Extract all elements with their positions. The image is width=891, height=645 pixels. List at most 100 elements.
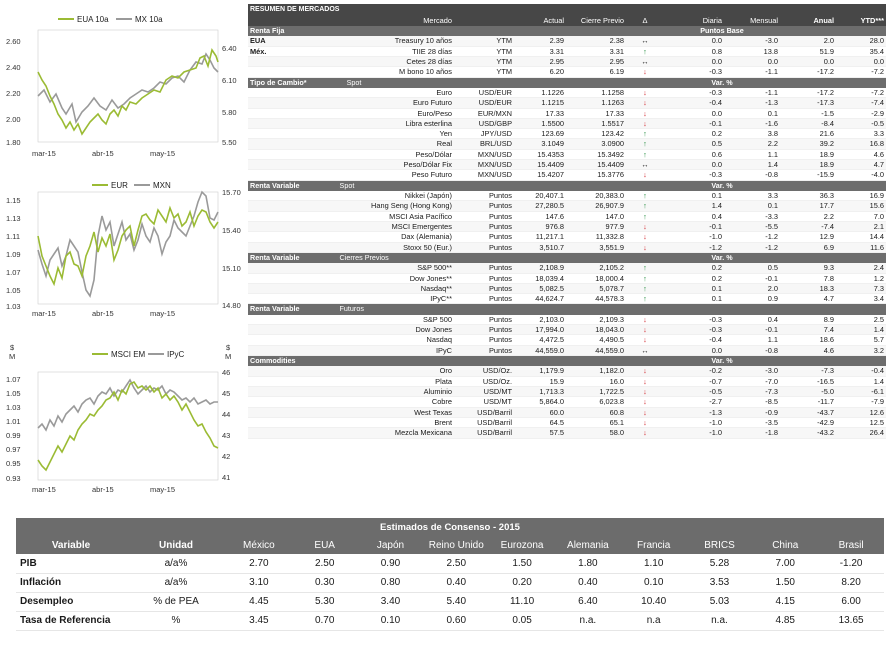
row-market: Peso/Dólar Fix bbox=[278, 159, 454, 171]
row-diaria: -1.0 bbox=[664, 231, 724, 243]
row-mensual: -7.0 bbox=[724, 376, 780, 388]
table-row: S&P 500** Puntos 2,108.9 2,105.2 ↑ 0.2 0.5 9.3 2… bbox=[248, 263, 887, 274]
row-delta: ↓ bbox=[626, 242, 664, 253]
series-mxn-line bbox=[37, 190, 219, 298]
row-previo: 15.3776 bbox=[566, 169, 626, 181]
table-row: Peso/Dólar MXN/USD 15.4353 15.3492 ↑ 0.6 1.1 18… bbox=[248, 149, 887, 161]
consensus-value: 4.45 bbox=[226, 592, 292, 612]
row-previo: 4,490.5 bbox=[566, 334, 626, 346]
row-unit: USD/MT bbox=[454, 386, 514, 398]
row-region bbox=[248, 366, 278, 377]
x-tick: abr-15 bbox=[92, 149, 114, 158]
row-market: Brent bbox=[278, 417, 454, 429]
section-title: Commodities bbox=[248, 355, 514, 367]
row-market: Stoxx 50 (Eur.) bbox=[278, 242, 454, 253]
y-tick-left: 1.15 bbox=[6, 196, 21, 205]
row-anual: -16.5 bbox=[780, 376, 836, 388]
table-row: Peso/Dólar Fix MXN/USD 15.4409 15.4409 ↔ 0.0 1… bbox=[248, 159, 887, 171]
row-actual: 3,510.7 bbox=[514, 242, 566, 253]
consensus-value: 6.00 bbox=[818, 592, 884, 612]
row-delta: ↔ bbox=[626, 345, 664, 357]
col-diaria: Diaria bbox=[664, 15, 724, 26]
row-diaria: 0.6 bbox=[664, 149, 724, 161]
row-region bbox=[248, 88, 278, 99]
row-diaria: -0.3 bbox=[664, 314, 724, 326]
row-market: Aluminio bbox=[278, 386, 454, 398]
row-actual: 2,103.0 bbox=[514, 314, 566, 326]
row-market: Euro bbox=[278, 88, 454, 99]
table-row: IPyC** Puntos 44,624.7 44,578.3 ↑ 0.1 0.9 4.7 3.… bbox=[248, 293, 887, 305]
row-mensual: 1.1 bbox=[724, 334, 780, 346]
row-ytd: 2.1 bbox=[836, 221, 887, 233]
consensus-col-header: Eurozona bbox=[489, 536, 555, 554]
row-anual: 6.9 bbox=[780, 242, 836, 253]
y-tick-right: 43 bbox=[222, 431, 230, 440]
row-mensual: -1.2 bbox=[724, 242, 780, 253]
section-title: Renta Variable Cierres Previos bbox=[248, 252, 514, 264]
consensus-col-header: Unidad bbox=[126, 536, 226, 554]
table-row: IPyC Puntos 44,559.0 44,559.0 ↔ 0.0 -0.8 4.6 3.2 bbox=[248, 345, 887, 357]
row-delta: ↓ bbox=[626, 88, 664, 99]
row-previo: 5,078.7 bbox=[566, 283, 626, 295]
row-unit: USD/GBP bbox=[454, 118, 514, 130]
consensus-variable: Inflación bbox=[16, 573, 126, 593]
y-tick-right: 41 bbox=[222, 473, 230, 482]
row-actual: 60.0 bbox=[514, 407, 566, 418]
table-row: Nasdaq** Puntos 5,082.5 5,078.7 ↑ 0.1 2.0 18.3 7… bbox=[248, 283, 887, 295]
consensus-value: 0.30 bbox=[291, 573, 358, 593]
row-region bbox=[248, 159, 278, 171]
row-previo: 15.4409 bbox=[566, 159, 626, 171]
consensus-title: Estimados de Consenso - 2015 bbox=[16, 518, 884, 536]
row-actual: 64.5 bbox=[514, 417, 566, 429]
section-header: Renta Variable Futuros bbox=[248, 303, 887, 315]
row-market: Nikkei (Japón) bbox=[278, 191, 454, 202]
right-unit-label: $ bbox=[226, 343, 231, 352]
x-tick: abr-15 bbox=[92, 309, 114, 318]
consensus-value: n.a bbox=[620, 611, 687, 631]
row-delta: ↓ bbox=[626, 314, 664, 326]
row-previo: 1.5517 bbox=[566, 118, 626, 130]
row-mensual: 3.3 bbox=[724, 191, 780, 202]
table-row: Cobre USD/MT 5,864.0 6,023.8 ↓ -2.7 -8.5 -11.7-… bbox=[248, 396, 887, 408]
market-table-title-row: RESUMEN DE MERCADOS bbox=[248, 4, 887, 15]
y-tick-right: 14.80 bbox=[222, 301, 241, 310]
consensus-col-header: México bbox=[226, 536, 292, 554]
row-previo: 147.0 bbox=[566, 211, 626, 222]
col-delta: Δ bbox=[626, 15, 664, 26]
consensus-value: 2.50 bbox=[423, 554, 490, 574]
plot-area bbox=[37, 371, 219, 481]
row-mensual: -0.8 bbox=[724, 345, 780, 357]
row-mensual: 0.5 bbox=[724, 263, 780, 274]
row-ytd: 35.4 bbox=[836, 46, 887, 58]
y-tick-left: 1.05 bbox=[6, 389, 21, 398]
consensus-value: 3.40 bbox=[357, 592, 424, 612]
consensus-value: 4.15 bbox=[752, 592, 819, 612]
row-market: S&P 500** bbox=[278, 263, 454, 274]
consensus-value: 0.40 bbox=[423, 573, 490, 593]
row-diaria: 0.1 bbox=[664, 293, 724, 305]
row-market: Libra esterlina bbox=[278, 118, 454, 130]
row-delta: ↓ bbox=[626, 366, 664, 377]
row-previo: 3.0900 bbox=[566, 138, 626, 150]
section-title: Tipo de Cambio* Spot bbox=[248, 77, 514, 88]
section-unit: Var. % bbox=[664, 355, 780, 367]
consensus-value: 1.80 bbox=[554, 554, 621, 574]
row-mensual: 1.4 bbox=[724, 159, 780, 171]
row-anual: 2.0 bbox=[780, 36, 836, 47]
section-unit: Var. % bbox=[664, 180, 780, 192]
x-tick: abr-15 bbox=[92, 485, 114, 494]
row-anual: -5.0 bbox=[780, 386, 836, 398]
row-ytd: -7.2 bbox=[836, 66, 887, 78]
row-diaria: -1.0 bbox=[664, 417, 724, 429]
row-market: Peso Futuro bbox=[278, 169, 454, 181]
consensus-value: 3.53 bbox=[686, 573, 753, 593]
row-delta: ↓ bbox=[626, 334, 664, 346]
row-market: MSCI Emergentes bbox=[278, 221, 454, 233]
row-delta: ↓ bbox=[626, 169, 664, 181]
row-unit: USD/Oz. bbox=[454, 366, 514, 377]
row-mensual: 0.1 bbox=[724, 200, 780, 212]
table-row: Euro Futuro USD/EUR 1.1215 1.1263 ↓ -0.4 -1.3-… bbox=[248, 97, 887, 109]
row-ytd: 3.4 bbox=[836, 293, 887, 305]
market-table-title: RESUMEN DE MERCADOS bbox=[248, 4, 887, 15]
row-mensual: -3.0 bbox=[724, 36, 780, 47]
